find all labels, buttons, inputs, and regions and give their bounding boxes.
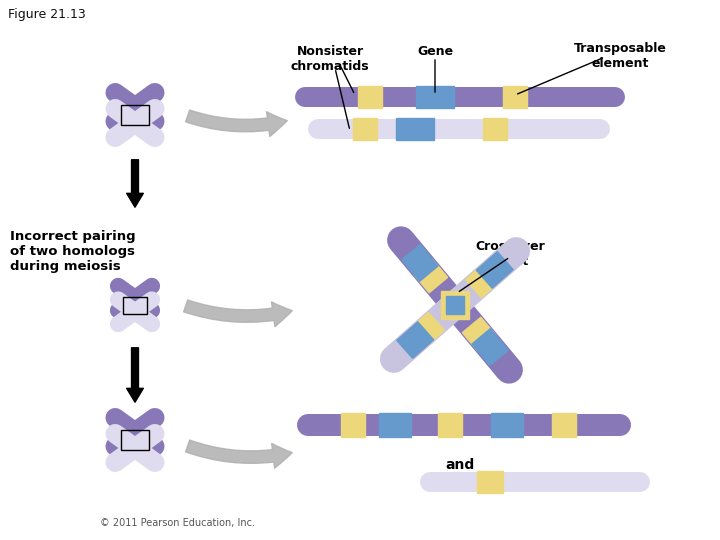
Text: and: and bbox=[446, 458, 474, 472]
FancyArrowPatch shape bbox=[184, 300, 292, 327]
Bar bbox=[358, 86, 382, 108]
Bar bbox=[123, 296, 147, 314]
Bar bbox=[353, 118, 377, 140]
FancyArrowPatch shape bbox=[186, 110, 287, 137]
Bar bbox=[341, 413, 365, 437]
Text: © 2011 Pearson Education, Inc.: © 2011 Pearson Education, Inc. bbox=[100, 518, 255, 528]
FancyArrowPatch shape bbox=[127, 160, 143, 207]
Bar bbox=[121, 105, 149, 125]
Bar bbox=[396, 118, 434, 140]
Bar bbox=[503, 86, 527, 108]
FancyArrowPatch shape bbox=[127, 348, 143, 402]
Bar bbox=[121, 430, 149, 450]
Text: Crossover
point: Crossover point bbox=[475, 240, 545, 268]
FancyArrowPatch shape bbox=[186, 440, 292, 468]
Bar bbox=[483, 118, 507, 140]
Bar bbox=[441, 291, 469, 319]
Bar bbox=[416, 86, 454, 108]
Polygon shape bbox=[477, 252, 513, 288]
Bar bbox=[379, 413, 411, 437]
Bar bbox=[491, 413, 523, 437]
Bar bbox=[477, 471, 503, 493]
Bar bbox=[438, 413, 462, 437]
Bar bbox=[552, 413, 576, 437]
Polygon shape bbox=[410, 312, 444, 346]
Polygon shape bbox=[466, 264, 500, 298]
Bar bbox=[446, 296, 464, 314]
Polygon shape bbox=[414, 259, 448, 293]
Text: Incorrect pairing
of two homologs
during meiosis: Incorrect pairing of two homologs during… bbox=[10, 230, 135, 273]
Text: Transposable
element: Transposable element bbox=[574, 42, 667, 70]
Polygon shape bbox=[402, 245, 438, 281]
Text: Figure 21.13: Figure 21.13 bbox=[8, 8, 86, 21]
Polygon shape bbox=[472, 329, 508, 366]
Polygon shape bbox=[397, 322, 433, 359]
Text: Nonsister
chromatids: Nonsister chromatids bbox=[291, 45, 369, 73]
Text: Gene: Gene bbox=[417, 45, 453, 58]
Polygon shape bbox=[462, 318, 496, 351]
